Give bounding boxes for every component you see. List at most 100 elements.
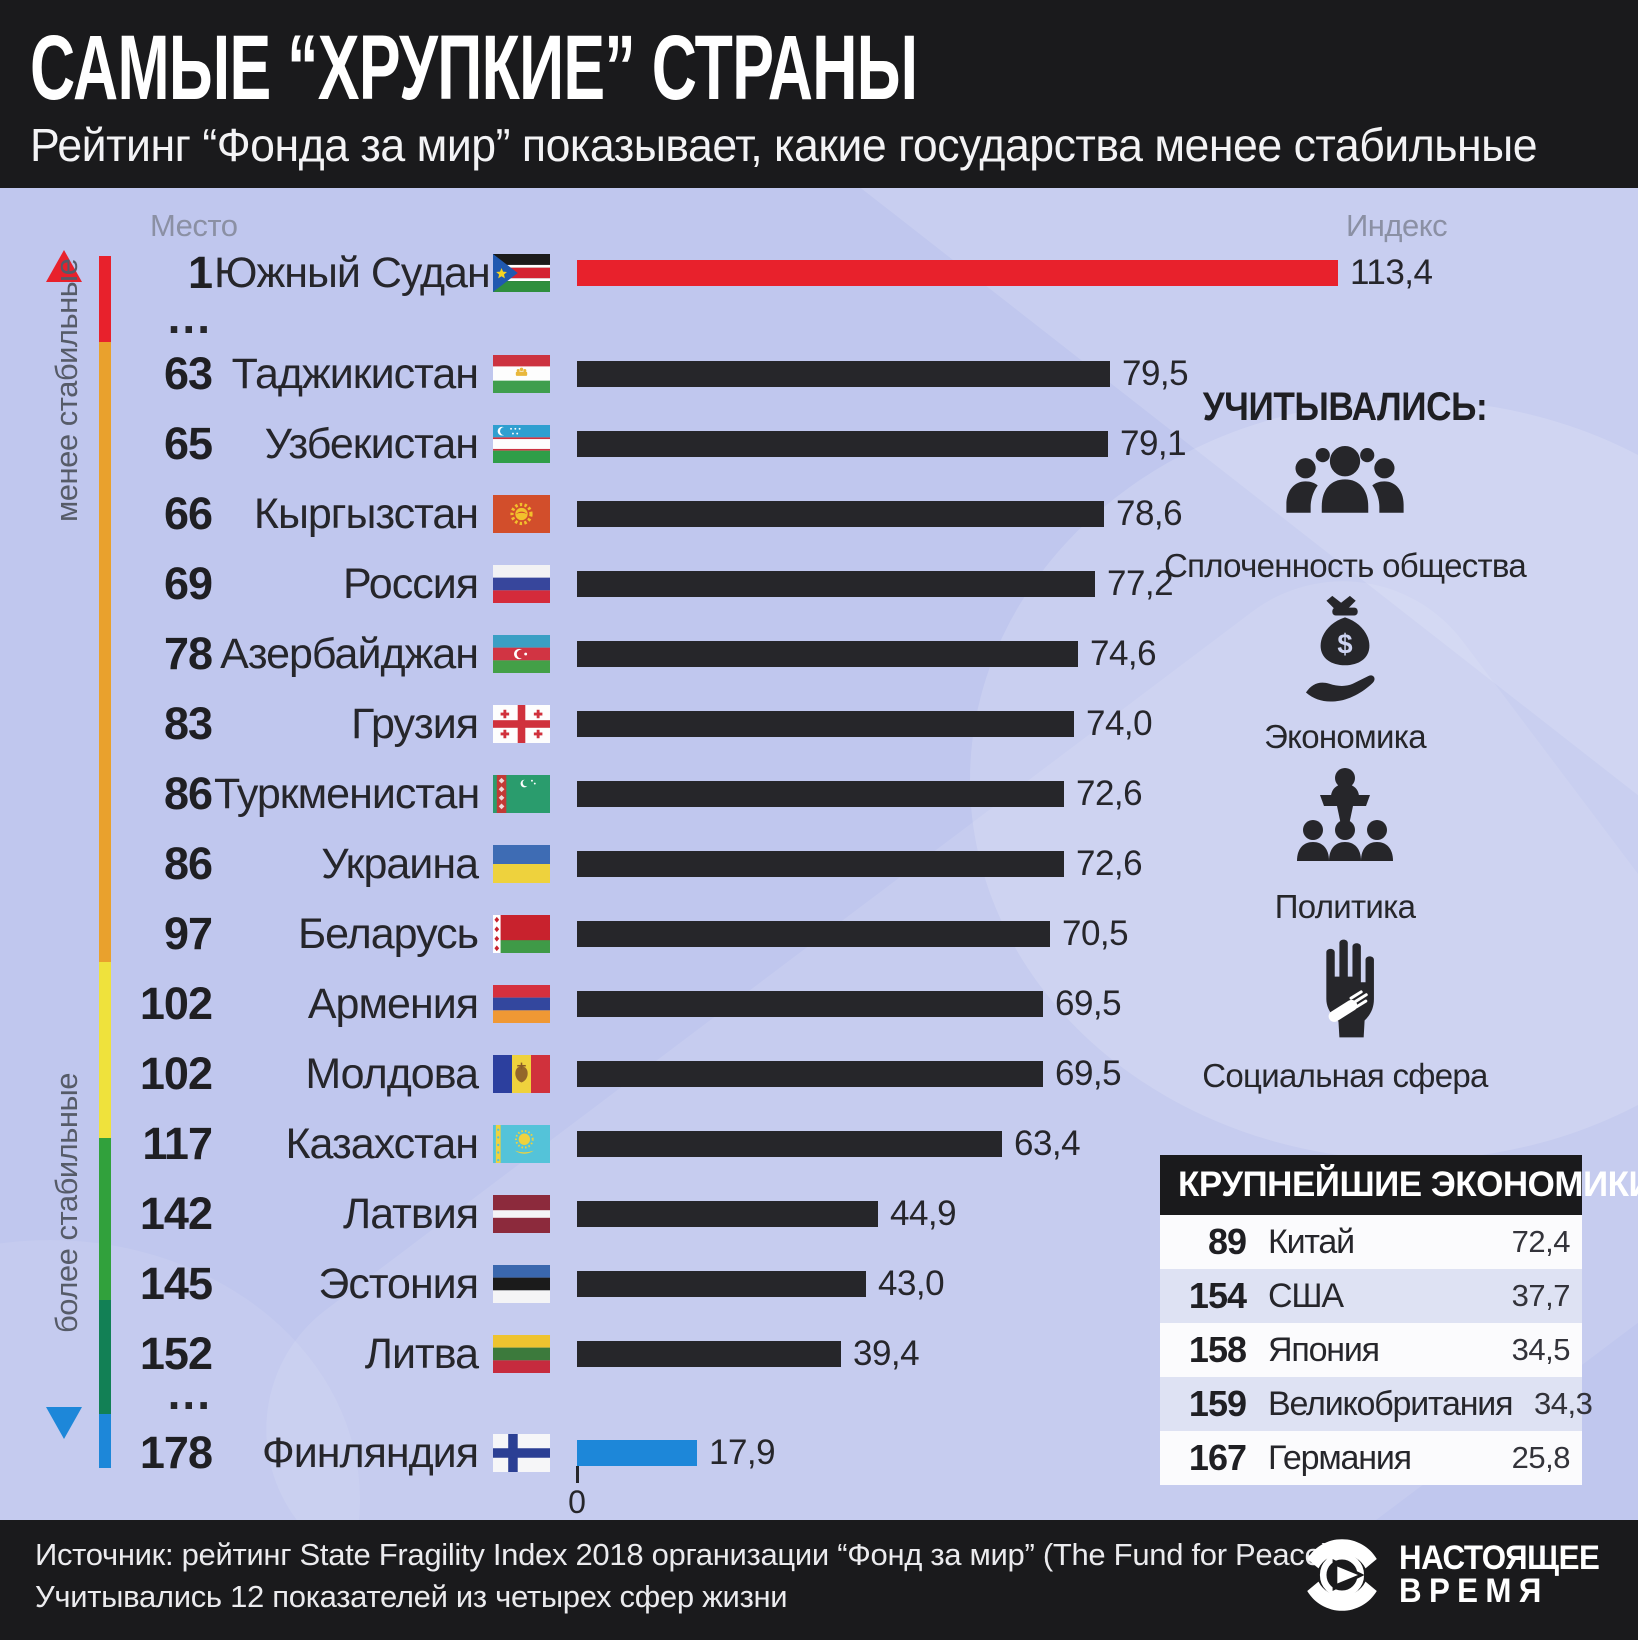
rank-label: 65 [163,418,213,469]
index-bar [577,921,1050,947]
index-value-label: 79,5 [1122,354,1189,393]
country-label: Таджикистан [231,350,479,398]
flag-latvia-icon [492,1195,551,1233]
rank-label: 66 [163,488,213,539]
economy-icon: $ [1095,593,1595,715]
flag-tajikistan-icon [492,355,551,393]
economy-country: Германия [1268,1438,1412,1477]
index-bar [577,711,1074,737]
index-bar [577,991,1043,1017]
rank-label: 78 [163,628,213,679]
rank-label: 69 [163,558,213,609]
economy-rank: 159 [1188,1383,1247,1424]
chart-row: 142 Латвия 44,9 [0,1179,1638,1249]
factors-section: УЧИТЫВАЛИСЬ: Сплоченность общества [1095,385,1595,1094]
country-label: Украина [321,840,479,888]
flag-south-sudan-icon [492,254,551,292]
country-label: Узбекистан [264,420,479,468]
index-value-label: 72,6 [1076,774,1143,813]
index-value-label: 43,0 [878,1264,945,1303]
chart-row: 102 Молдова 69,5 [0,1039,1638,1109]
index-value-label: 69,5 [1055,1054,1122,1093]
rank-column-label: Место [150,208,238,243]
chart-row: 1 Южный Судан 113,4 [0,238,1638,308]
index-bar [577,1131,1002,1157]
chart-row: 86 Туркменистан 72,6 [0,759,1638,829]
largest-economies-table: КРУПНЕЙШИЕ ЭКОНОМИКИ 89 Китай 72,4 154 С… [1160,1155,1638,1485]
source-note: Источник: рейтинг State Fragility Index … [35,1534,1340,1618]
rank-label: 1 [187,247,213,298]
chart-row: 63 Таджикистан 79,5 [0,339,1638,409]
economy-value: 72,4 [1511,1224,1571,1259]
factor-label: Политика [1274,888,1416,925]
chart-row: 69 Россия 77,2 [0,549,1638,619]
index-bar [577,1201,878,1227]
society-icon [1095,443,1595,539]
flag-moldova-icon [492,1055,551,1093]
economy-country: Великобритания [1268,1384,1514,1423]
strip-segment [99,1138,111,1300]
country-label: Эстония [318,1260,479,1308]
index-value-label: 44,9 [890,1194,957,1233]
page-title: САМЫЕ “ХРУПКИЕ” СТРАНЫ [30,17,918,119]
table-row: 167 Германия 25,8 [1160,1431,1582,1485]
factor-label: Социальная сфера [1202,1057,1488,1094]
axis-zero-label: 0 [568,1484,586,1520]
current-time-logo: настоящее время [1295,1528,1617,1622]
social-icon [1095,927,1595,1045]
chart-row: 117 Казахстан 63,4 [0,1109,1638,1179]
chart-row: 178 Финляндия 17,9 [0,1418,1638,1488]
ellipsis-marker: ... [167,1367,212,1419]
flag-armenia-icon [492,985,551,1023]
less-stable-triangle-icon [46,250,82,282]
country-label: Латвия [342,1190,479,1238]
table-row: 154 США 37,7 [1160,1269,1582,1323]
factors-title: УЧИТЫВАЛИСЬ: [1202,385,1488,429]
footer-bar: Источник: рейтинг State Fragility Index … [0,1520,1638,1640]
country-label: Казахстан [285,1120,480,1168]
flag-belarus-icon [492,915,551,953]
flag-finland-icon [492,1434,551,1472]
country-label: Молдова [305,1050,479,1098]
economy-value: 34,5 [1511,1332,1571,1367]
index-bar [577,851,1064,877]
ellipsis-marker: ... [167,291,212,343]
strip-segment [99,1414,111,1468]
rank-label: 63 [163,348,213,399]
index-bar [577,431,1108,457]
header-bar: САМЫЕ “ХРУПКИЕ” СТРАНЫ Рейтинг “Фонда за… [0,0,1638,188]
index-bar [577,1061,1043,1087]
strip-segment [99,256,111,342]
index-bar [577,781,1064,807]
factor-label: Сплоченность общества [1163,547,1527,584]
country-label: Беларусь [297,910,479,958]
politics-icon [1095,767,1595,867]
chart-row: 65 Узбекистан 79,1 [0,409,1638,479]
index-value-label: 74,6 [1090,634,1157,673]
chart-row: 86 Украина 72,6 [0,829,1638,899]
index-value-label: 69,5 [1055,984,1122,1023]
economy-country: Китай [1268,1222,1355,1261]
rank-label: 152 [139,1328,213,1379]
index-value-label: 17,9 [709,1433,776,1472]
index-value-label: 72,6 [1076,844,1143,883]
country-label: Туркменистан [214,770,480,818]
flag-russia-icon [492,565,551,603]
chart-row: 97 Беларусь 70,5 [0,899,1638,969]
flag-kazakhstan-icon [492,1125,551,1163]
flag-uzbekistan-icon [492,425,551,463]
rank-label: 142 [139,1188,213,1239]
index-bar [577,641,1078,667]
index-bar [577,501,1104,527]
rank-label: 102 [139,978,213,1029]
index-bar [577,260,1338,286]
source-line1: Источник: рейтинг State Fragility Index … [35,1537,1340,1572]
index-value-label: 74,0 [1086,704,1153,743]
axis-zero-tick [576,1466,579,1483]
strip-segment [99,962,111,1138]
index-value-label: 113,4 [1350,253,1433,292]
index-value-label: 78,6 [1116,494,1183,533]
index-bar [577,1271,866,1297]
rank-label: 145 [139,1258,213,1309]
economy-country: Япония [1268,1330,1380,1369]
